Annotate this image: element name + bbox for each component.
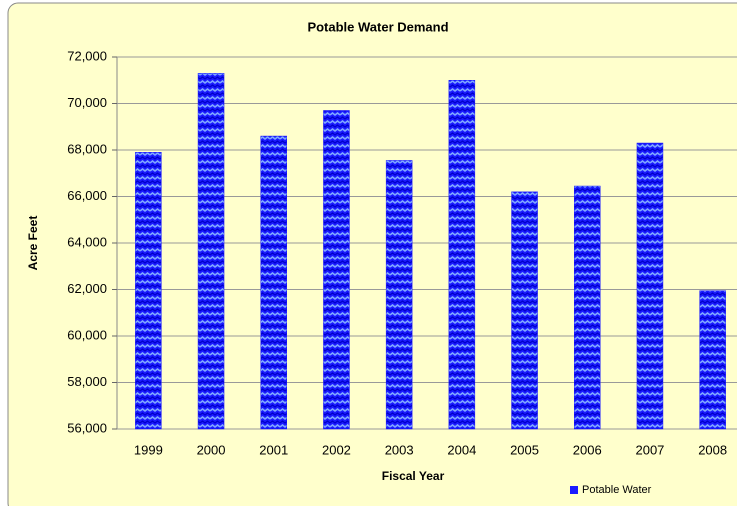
- bar: [197, 73, 225, 430]
- y-tick-label: 62,000: [67, 281, 107, 296]
- chart-title: Potable Water Demand: [307, 19, 448, 34]
- x-tick-label: 2006: [573, 442, 602, 457]
- bar: [385, 160, 413, 430]
- x-tick-label: 2001: [259, 442, 288, 457]
- bar: [260, 135, 287, 430]
- y-axis-label: Acre Feet: [26, 216, 40, 271]
- y-tick-label: 66,000: [67, 188, 107, 203]
- bar: [511, 191, 538, 430]
- legend-swatch: [570, 486, 578, 494]
- y-tick-label: 68,000: [67, 141, 107, 156]
- x-tick-label: 2003: [385, 442, 414, 457]
- bar: [574, 185, 601, 430]
- x-tick-label: 1999: [134, 442, 163, 457]
- y-tick-label: 72,000: [67, 48, 107, 63]
- x-tick-label: 2000: [197, 442, 226, 457]
- x-tick-label: 2004: [447, 442, 476, 457]
- legend-label: Potable Water: [582, 484, 652, 496]
- x-tick-label: 2002: [322, 442, 351, 457]
- x-axis-label: Fiscal Year: [382, 469, 445, 483]
- y-tick-label: 60,000: [67, 327, 107, 342]
- bar: [636, 142, 664, 430]
- bar: [323, 110, 350, 430]
- y-tick-label: 70,000: [67, 95, 107, 110]
- x-tick-label: 2007: [635, 442, 664, 457]
- x-tick-label: 2008: [698, 442, 727, 457]
- bar: [699, 290, 726, 430]
- y-tick-label: 56,000: [67, 420, 107, 435]
- y-tick-label: 64,000: [67, 234, 107, 249]
- bar: [135, 152, 162, 430]
- y-tick-label: 58,000: [67, 374, 107, 389]
- x-tick-label: 2005: [510, 442, 539, 457]
- bar: [448, 80, 476, 430]
